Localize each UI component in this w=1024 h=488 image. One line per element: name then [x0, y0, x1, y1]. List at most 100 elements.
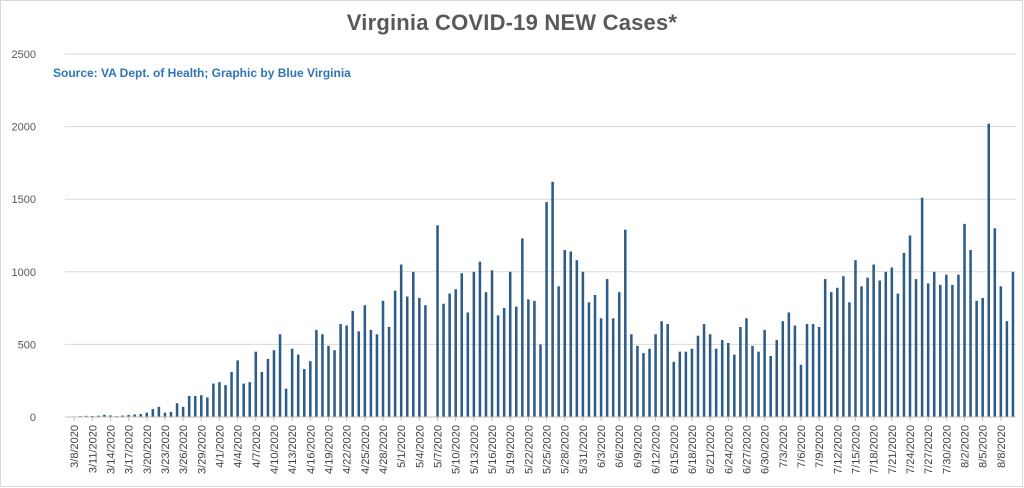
bar	[248, 382, 252, 417]
bar	[369, 329, 373, 417]
bar	[605, 279, 609, 417]
bar	[720, 340, 724, 417]
bar	[169, 411, 173, 417]
bar	[975, 300, 978, 417]
bar	[533, 300, 536, 417]
bar	[254, 351, 258, 417]
bar	[84, 415, 88, 417]
bar	[260, 371, 264, 417]
bar	[399, 264, 403, 417]
x-tick-label: 5/19/2020	[505, 425, 517, 474]
bar	[272, 350, 276, 417]
chart-source-note: Source: VA Dept. of Health; Graphic by B…	[53, 66, 351, 80]
bar	[200, 395, 203, 417]
bar	[351, 311, 354, 417]
x-tick-label: 6/24/2020	[723, 425, 735, 474]
bar	[206, 397, 209, 417]
x-tick-label: 6/27/2020	[741, 425, 753, 474]
bar	[660, 321, 663, 417]
bar	[823, 279, 827, 417]
x-tick-label: 4/4/2020	[233, 425, 245, 468]
bar	[739, 326, 742, 417]
bar	[157, 406, 161, 417]
bar	[436, 225, 439, 417]
x-tick-label: 7/3/2020	[778, 425, 790, 468]
bar	[333, 350, 336, 417]
bar	[1005, 321, 1009, 417]
bar	[890, 267, 894, 417]
x-tick-label: 5/4/2020	[414, 425, 426, 468]
bar	[611, 318, 615, 417]
x-tick-label: 6/21/2020	[705, 425, 717, 474]
bar	[951, 284, 954, 417]
x-tick-label: 7/21/2020	[887, 425, 899, 474]
x-tick-label: 6/18/2020	[687, 425, 699, 474]
bar	[163, 412, 167, 417]
x-tick-label: 7/30/2020	[941, 425, 953, 474]
x-tick-label: 4/19/2020	[323, 425, 335, 474]
bar	[999, 286, 1003, 417]
x-tick-label: 4/16/2020	[305, 425, 317, 474]
x-tick-label: 4/28/2020	[378, 425, 390, 474]
bar	[751, 345, 754, 417]
bar	[484, 292, 488, 417]
bar	[478, 261, 482, 417]
x-tick-label: 5/10/2020	[451, 425, 463, 474]
bar	[708, 334, 712, 417]
bar	[666, 324, 669, 417]
bar	[854, 260, 857, 417]
x-tick-label: 4/13/2020	[287, 425, 299, 474]
bar	[181, 406, 185, 417]
bar	[442, 303, 445, 417]
x-tick-label: 3/29/2020	[196, 425, 208, 474]
bar	[648, 348, 651, 417]
bar	[745, 318, 748, 417]
bar	[672, 361, 676, 417]
bar	[127, 414, 130, 417]
x-tick-label: 6/12/2020	[651, 425, 663, 474]
bar	[363, 305, 367, 417]
x-tick-label: 6/15/2020	[669, 425, 681, 474]
bar	[315, 329, 318, 417]
bar	[757, 351, 760, 417]
y-tick-label: 2000	[12, 122, 36, 134]
bar	[690, 348, 694, 417]
y-tick-label: 1000	[12, 267, 36, 279]
bar	[103, 414, 106, 417]
x-tick-label: 3/17/2020	[124, 425, 136, 474]
y-tick-label: 1500	[12, 194, 36, 206]
x-tick-label: 5/1/2020	[396, 425, 408, 468]
x-tick-label: 7/12/2020	[832, 425, 844, 474]
bar	[920, 197, 924, 417]
bar	[412, 271, 415, 417]
bar	[357, 331, 361, 417]
bar	[212, 383, 215, 417]
bar	[521, 238, 524, 417]
bar	[926, 283, 930, 417]
y-axis-ticks: 0 500 1000 1500 2000 2500	[12, 49, 36, 424]
bar	[133, 414, 136, 417]
x-tick-label: 3/8/2020	[69, 425, 81, 468]
bar	[387, 326, 391, 417]
x-tick-label: 5/13/2020	[469, 425, 481, 474]
bar	[551, 181, 554, 417]
bar	[787, 312, 791, 417]
bar	[939, 284, 942, 417]
bar	[575, 260, 579, 417]
bar	[793, 325, 797, 417]
x-tick-label: 4/1/2020	[214, 425, 226, 468]
x-tick-label: 8/8/2020	[996, 425, 1008, 468]
bar	[90, 415, 94, 417]
x-tick-label: 4/7/2020	[251, 425, 263, 468]
bar	[860, 286, 863, 417]
bar	[302, 369, 306, 417]
bar	[696, 335, 700, 417]
bar	[866, 277, 869, 417]
bar	[145, 412, 149, 417]
bar	[842, 276, 845, 417]
bar	[581, 271, 585, 417]
bar	[969, 250, 972, 417]
bar	[97, 415, 100, 417]
bar	[878, 280, 881, 417]
